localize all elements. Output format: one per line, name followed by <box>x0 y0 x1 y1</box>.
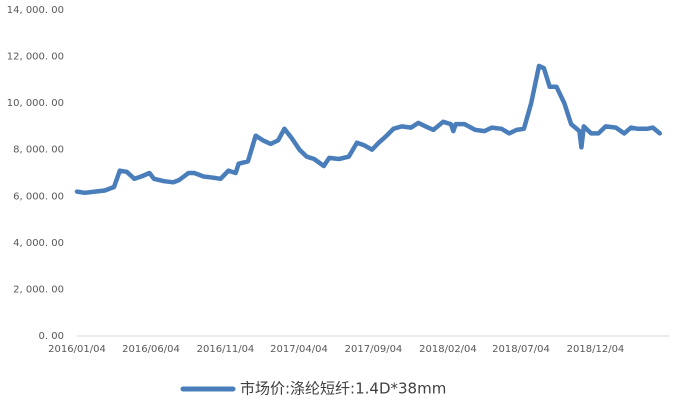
x-tick-label: 2018/07/04 <box>492 344 550 355</box>
x-tick-label: 2016/06/04 <box>122 344 180 355</box>
series-line <box>74 63 663 196</box>
x-tick-label: 2016/01/04 <box>48 344 106 355</box>
y-tick-label: 10, 000. 00 <box>7 98 64 109</box>
y-tick-label: 6, 000. 00 <box>13 191 64 202</box>
y-tick-label: 8, 000. 00 <box>13 145 64 156</box>
x-tick-label: 2016/11/04 <box>197 344 255 355</box>
y-tick-label: 0. 00 <box>39 331 64 342</box>
x-tick-label: 2017/09/04 <box>345 344 403 355</box>
y-tick-label: 14, 000. 00 <box>7 5 64 16</box>
x-tick-label: 2018/12/04 <box>567 344 625 355</box>
y-tick-label: 4, 000. 00 <box>13 238 64 249</box>
legend-label: 市场价:涤纶短纤:1.4D*38mm <box>240 380 446 398</box>
x-tick-label: 2017/04/04 <box>270 344 328 355</box>
x-tick-label: 2018/02/04 <box>419 344 477 355</box>
y-tick-label: 12, 000. 00 <box>7 52 64 63</box>
y-tick-label: 2, 000. 00 <box>13 284 64 295</box>
